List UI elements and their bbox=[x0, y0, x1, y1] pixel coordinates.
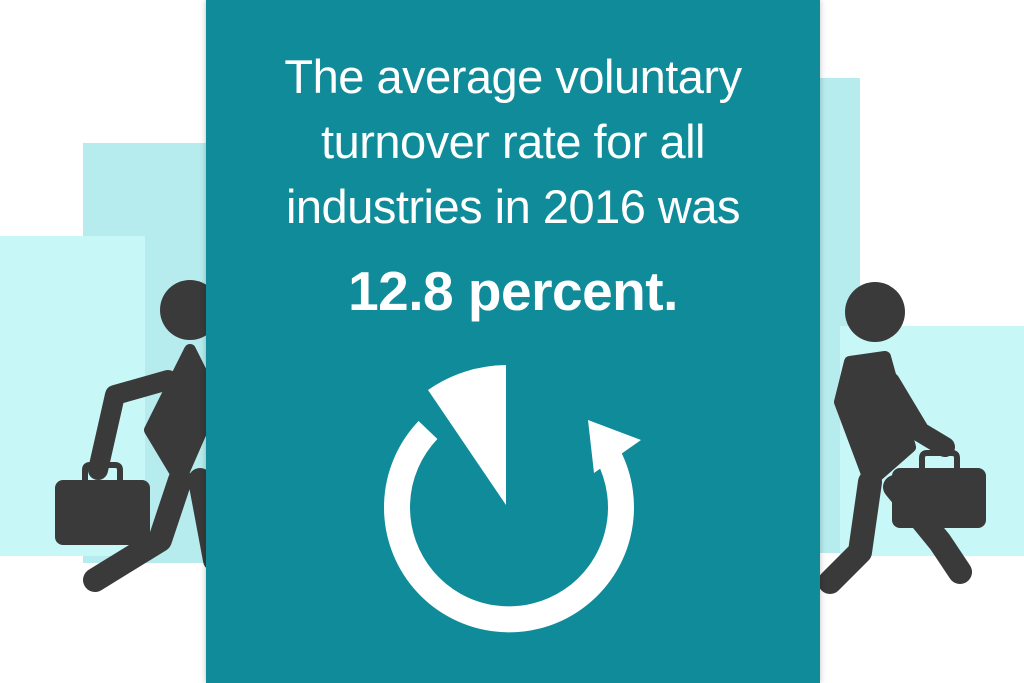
headline-text: The average voluntary turnover rate for … bbox=[206, 44, 820, 239]
headline-line-1: The average voluntary bbox=[284, 50, 742, 103]
headline-line-2: turnover rate for all bbox=[321, 115, 705, 168]
person-walking-with-briefcase-icon bbox=[818, 282, 986, 594]
circular-arrow-refresh-icon bbox=[384, 365, 641, 633]
stat-card: The average voluntary turnover rate for … bbox=[206, 0, 820, 683]
highlight-stat: 12.8 percent. bbox=[348, 260, 678, 322]
headline-line-3: industries in 2016 was bbox=[285, 180, 741, 233]
